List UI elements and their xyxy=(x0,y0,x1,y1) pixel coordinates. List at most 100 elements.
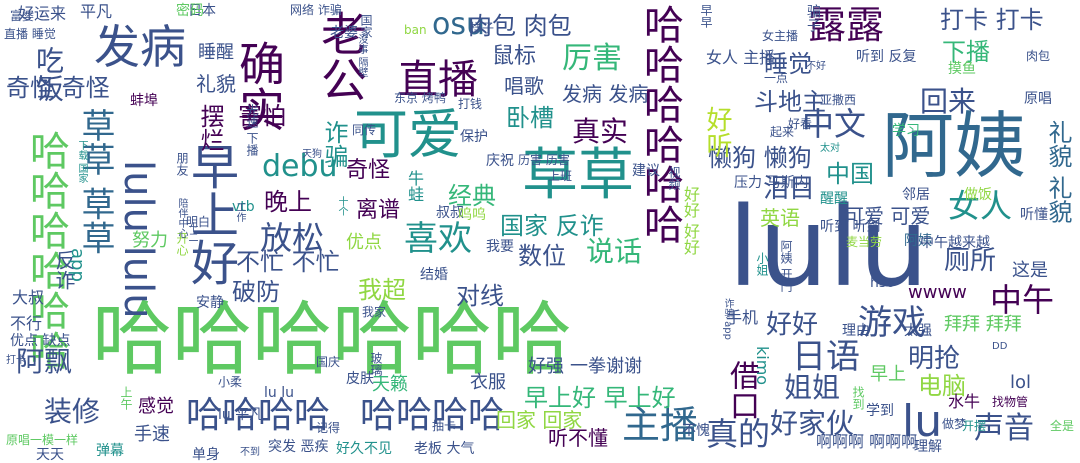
word: 小柔 xyxy=(218,375,243,389)
word: 打钱 xyxy=(458,97,483,111)
word: lu lu xyxy=(264,385,294,401)
word: 感觉 xyxy=(138,396,174,417)
word: 好好 好好 xyxy=(681,186,700,256)
word: 打卡 打卡 xyxy=(940,6,1044,34)
word: 姐姐 xyxy=(784,371,841,404)
word: osu xyxy=(432,7,485,42)
word: 打卡 xyxy=(6,355,26,366)
word: 好久不见 xyxy=(336,441,392,457)
word: 女主播 xyxy=(762,29,799,43)
word: 喜欢 xyxy=(404,219,472,259)
word: 肉包 肉包 xyxy=(468,12,572,40)
word: 不好 xyxy=(806,61,826,72)
word: 历害 历害 xyxy=(518,153,570,167)
word: 十个 xyxy=(336,196,347,216)
word: 懒狗 懒狗 xyxy=(708,144,812,172)
word: 不忙 不忙 xyxy=(236,248,340,276)
word: 网络 诈骗 xyxy=(290,3,342,17)
word: 女人 主播 xyxy=(706,48,776,67)
word: 中午 xyxy=(990,281,1055,319)
word: 牛蛙 xyxy=(405,170,424,202)
word: 唱歌 xyxy=(504,74,544,98)
word: 摆烂 xyxy=(196,104,224,152)
word: 亚撒西 xyxy=(820,93,857,107)
word: 全是 xyxy=(1050,419,1075,433)
word: 理由 xyxy=(842,323,870,339)
word: ban xyxy=(404,23,427,37)
word: 单身 xyxy=(192,447,220,463)
word: 离谱 xyxy=(356,198,401,223)
word: 富婆 xyxy=(10,9,35,23)
word: 阿姨 xyxy=(882,104,1027,188)
word: 哈哈哈哈 xyxy=(186,395,331,436)
word: 早上好 早上好 xyxy=(524,384,676,412)
word: 工作 xyxy=(234,202,245,222)
word: 吃饭 xyxy=(32,46,65,102)
word: 结婚 xyxy=(420,267,448,283)
word: 醒醒 xyxy=(820,191,848,207)
word: 听到 听到 xyxy=(820,219,881,235)
word: 可爱 xyxy=(354,103,462,166)
word: 可爱 可爱 xyxy=(844,204,931,228)
word: 起来 xyxy=(770,125,795,139)
word: 鼠标 xyxy=(492,44,537,69)
word: 诈骗 app xyxy=(722,298,733,341)
word: 太强 xyxy=(904,323,932,339)
word: 好好 xyxy=(766,310,819,340)
word: 早早 xyxy=(699,4,713,28)
word: 大叔 xyxy=(12,288,45,307)
word: 玻璃 xyxy=(369,352,383,376)
word: 十二 xyxy=(186,222,197,242)
word: 保护 xyxy=(460,129,488,145)
word: app xyxy=(67,248,88,282)
word: 反诈 xyxy=(52,250,76,290)
word: 没事 隔壁 xyxy=(356,34,367,78)
word: 哈哈哈哈哈哈 xyxy=(92,293,572,386)
word: 中午越来越 xyxy=(920,235,990,251)
word: 做饭 xyxy=(964,187,992,203)
word: 老公 xyxy=(314,10,368,102)
word: 好强 xyxy=(528,356,564,377)
word: 听懂 xyxy=(1020,207,1048,223)
word: 小姐 xyxy=(755,252,769,276)
word: 英语 xyxy=(760,206,800,230)
word: 开摆 xyxy=(962,419,987,433)
word: 优点 xyxy=(346,232,382,253)
word: 老婆 xyxy=(330,25,358,41)
word: 对线 xyxy=(456,282,504,310)
word: wwww xyxy=(908,282,967,303)
word: 安静 xyxy=(196,295,224,311)
word: 样子 xyxy=(470,21,495,35)
word: 肉包 xyxy=(1026,49,1051,63)
word: 找到 xyxy=(851,386,865,410)
word: 游戏 xyxy=(858,303,926,343)
word: 庆祝 xyxy=(486,153,514,169)
word: lu xyxy=(902,396,943,447)
word: 女人 xyxy=(948,187,1013,225)
word: 开心 xyxy=(175,232,189,256)
word: 下载 国家 xyxy=(76,140,87,184)
word: 声音 xyxy=(974,411,1034,446)
word: 抽卡 xyxy=(432,419,457,433)
word: 国家 xyxy=(359,14,373,38)
word: 骗子 xyxy=(805,4,821,32)
word: 学到 xyxy=(866,403,894,419)
word: 阿姨 开门 xyxy=(779,240,793,292)
word: 晚上 xyxy=(264,188,312,216)
word: 建议 xyxy=(632,163,660,179)
word: 阿姨 xyxy=(904,233,932,249)
word: 真的 xyxy=(706,415,771,453)
word: 阿飘 xyxy=(16,345,73,378)
word: DD xyxy=(992,341,1008,352)
word: 国庆 xyxy=(316,355,341,369)
word: kimo xyxy=(753,346,772,386)
word: 明白 xyxy=(186,215,211,229)
word: 天天 xyxy=(36,447,64,463)
word: 啊啊啊 啊啊啊 xyxy=(816,432,918,451)
word: 我超 xyxy=(358,276,406,304)
word: 说话 xyxy=(586,235,643,268)
word: 经典 xyxy=(448,182,496,210)
word: 摸鱼 xyxy=(948,61,976,77)
word: 好听 xyxy=(702,106,732,158)
